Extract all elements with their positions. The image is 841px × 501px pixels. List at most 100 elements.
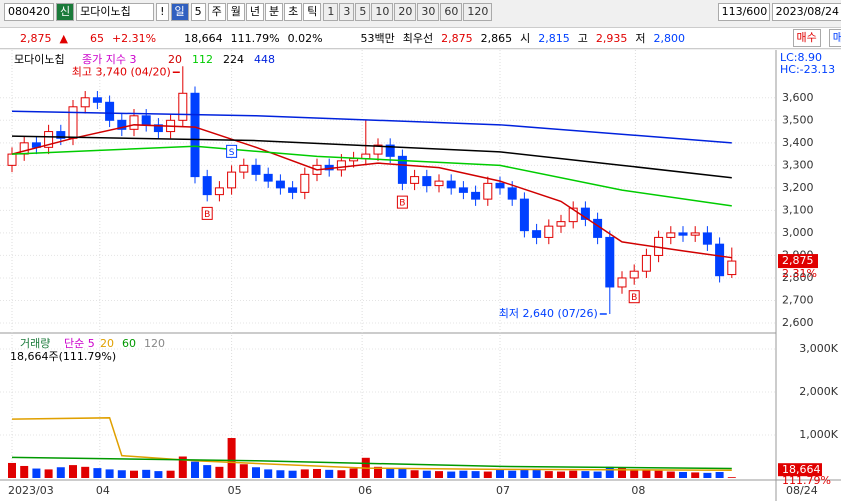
y-tick-label: 3,600 <box>782 91 814 104</box>
y-tick-label: 3,200 <box>782 181 814 194</box>
legend-label: 종가 지수 3 <box>82 53 136 66</box>
volume-bar <box>178 456 187 478</box>
volume-bar <box>398 468 407 478</box>
rate: +2.31% <box>111 31 157 45</box>
period-tab[interactable]: 분 <box>265 3 284 21</box>
candle-body <box>385 144 395 157</box>
low-label: 저 <box>635 32 646 45</box>
candle-body <box>434 180 444 187</box>
date[interactable]: 2023/08/24 <box>771 3 841 21</box>
y-tick-label: 3,000 <box>782 226 814 239</box>
interval-tab[interactable]: 5 <box>355 3 371 21</box>
period-tab[interactable]: 초 <box>284 3 303 21</box>
current-price-box <box>778 254 818 269</box>
candle-body <box>422 176 432 187</box>
period-number[interactable]: 5 <box>190 3 206 21</box>
legend-entry: 60 <box>122 337 136 350</box>
code-input[interactable]: 080420 <box>4 3 54 21</box>
alert-button[interactable]: ! <box>156 3 169 21</box>
interval-tab[interactable]: 3 <box>339 3 355 21</box>
y-tick-label: 2,000K <box>799 385 838 398</box>
annotation: 최고 3,740 (04/20) <box>72 65 171 78</box>
candle-body <box>117 119 127 130</box>
volume-bar <box>569 470 578 478</box>
volume-bar <box>325 469 334 478</box>
x-tick-label: 08/24 <box>786 484 818 497</box>
volume-bar <box>8 462 16 478</box>
volume-bar <box>203 465 212 478</box>
volume-bar <box>471 471 480 478</box>
candle-body <box>458 187 468 193</box>
volume-bar <box>81 466 90 478</box>
y-tick-label: 2,700 <box>782 293 814 306</box>
volume-bar <box>715 471 724 478</box>
sell-button[interactable]: 매도 <box>828 29 841 47</box>
candle-body <box>178 92 188 121</box>
candle-body <box>263 173 273 182</box>
interval-tab[interactable]: 20 <box>394 3 417 21</box>
volume-bar <box>313 468 321 478</box>
period-tab[interactable]: 틱 <box>303 3 322 21</box>
turnover: 0.02% <box>287 31 323 45</box>
candle-body <box>727 260 737 276</box>
candle-body <box>373 144 383 155</box>
candle-body <box>7 153 17 166</box>
buy-button[interactable]: 매수 <box>792 29 821 47</box>
legend-entry: 112 <box>192 53 213 66</box>
candle-body <box>105 101 115 121</box>
badge: 신 <box>56 3 75 21</box>
interval-tab[interactable]: 30 <box>417 3 440 21</box>
volume-bar <box>276 470 285 478</box>
interval-tab[interactable]: 120 <box>463 3 493 21</box>
candle-body <box>605 236 615 288</box>
interval-tab[interactable]: 60 <box>440 3 463 21</box>
volume-bar <box>520 468 529 478</box>
signal-box <box>226 144 238 158</box>
period-tab[interactable]: 년 <box>245 3 265 21</box>
signal: S <box>229 148 235 158</box>
x-tick-label: 06 <box>358 484 372 497</box>
hc-label: HC:-23.13 <box>780 63 835 76</box>
candle-body <box>568 207 578 223</box>
volume-bar <box>288 470 297 478</box>
candle-body <box>532 230 542 238</box>
volume-bar <box>154 471 163 478</box>
volume-bar <box>679 471 687 478</box>
candle-body <box>141 115 151 126</box>
legend-entry: 448 <box>254 53 275 66</box>
candle-body <box>80 97 90 108</box>
change: 65 <box>89 31 104 45</box>
volume-bar <box>105 469 114 478</box>
volume-bar <box>69 465 77 478</box>
volume-bar <box>593 471 602 478</box>
period-tab[interactable]: 주 <box>207 3 226 21</box>
candle-body <box>678 232 688 236</box>
candle-body <box>190 92 200 178</box>
period-button[interactable]: 일 <box>170 3 189 21</box>
volume-bar <box>618 468 626 478</box>
volume-bar <box>252 467 260 478</box>
volume-bar <box>557 471 565 478</box>
volume-bar <box>508 470 517 478</box>
legend-entry: 단순 5 <box>64 337 95 350</box>
stock-name[interactable]: 모다이노칩 <box>76 3 155 21</box>
current-price: 2,875 <box>782 254 814 267</box>
candle-body <box>202 176 212 196</box>
volume-bar <box>727 477 736 478</box>
quote-bar: 2,875 ▲ 65 +2.31% 18,664 111.79% 0.02% 5… <box>0 27 841 49</box>
high: 2,935 <box>595 31 628 45</box>
interval-tab[interactable]: 10 <box>371 3 394 21</box>
interval-tab[interactable]: 1 <box>323 3 339 21</box>
period-tab[interactable]: 월 <box>226 3 245 21</box>
signal: B <box>399 199 405 209</box>
arrow: ▲ <box>59 31 68 45</box>
volume-bar <box>496 469 504 478</box>
candle-body <box>288 187 298 193</box>
chart-title: 모다이노칩 <box>14 53 65 66</box>
volume-bar <box>422 470 431 478</box>
open: 2,815 <box>538 31 570 45</box>
signal-box <box>396 195 408 209</box>
